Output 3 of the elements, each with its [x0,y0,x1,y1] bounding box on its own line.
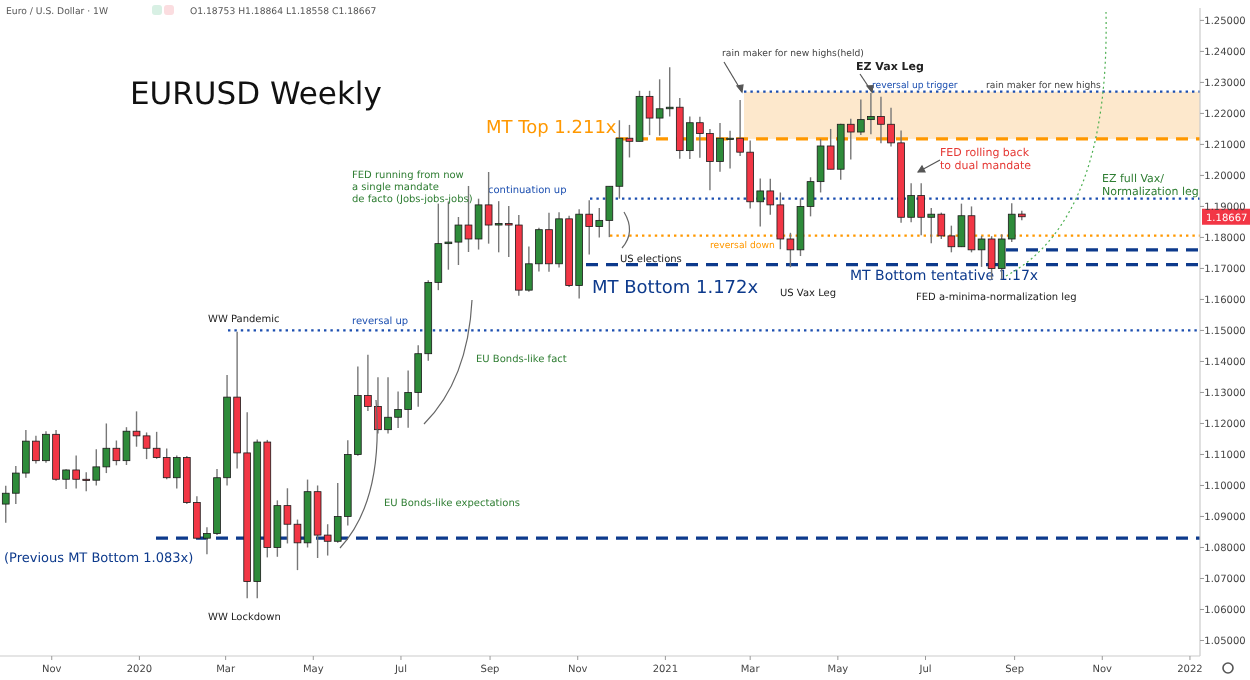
ref-line-label: MT Bottom 1.172x [592,278,760,299]
ref-line-label: MT Top 1.211x [486,118,618,139]
text: EURUSD Weekly [130,76,382,112]
